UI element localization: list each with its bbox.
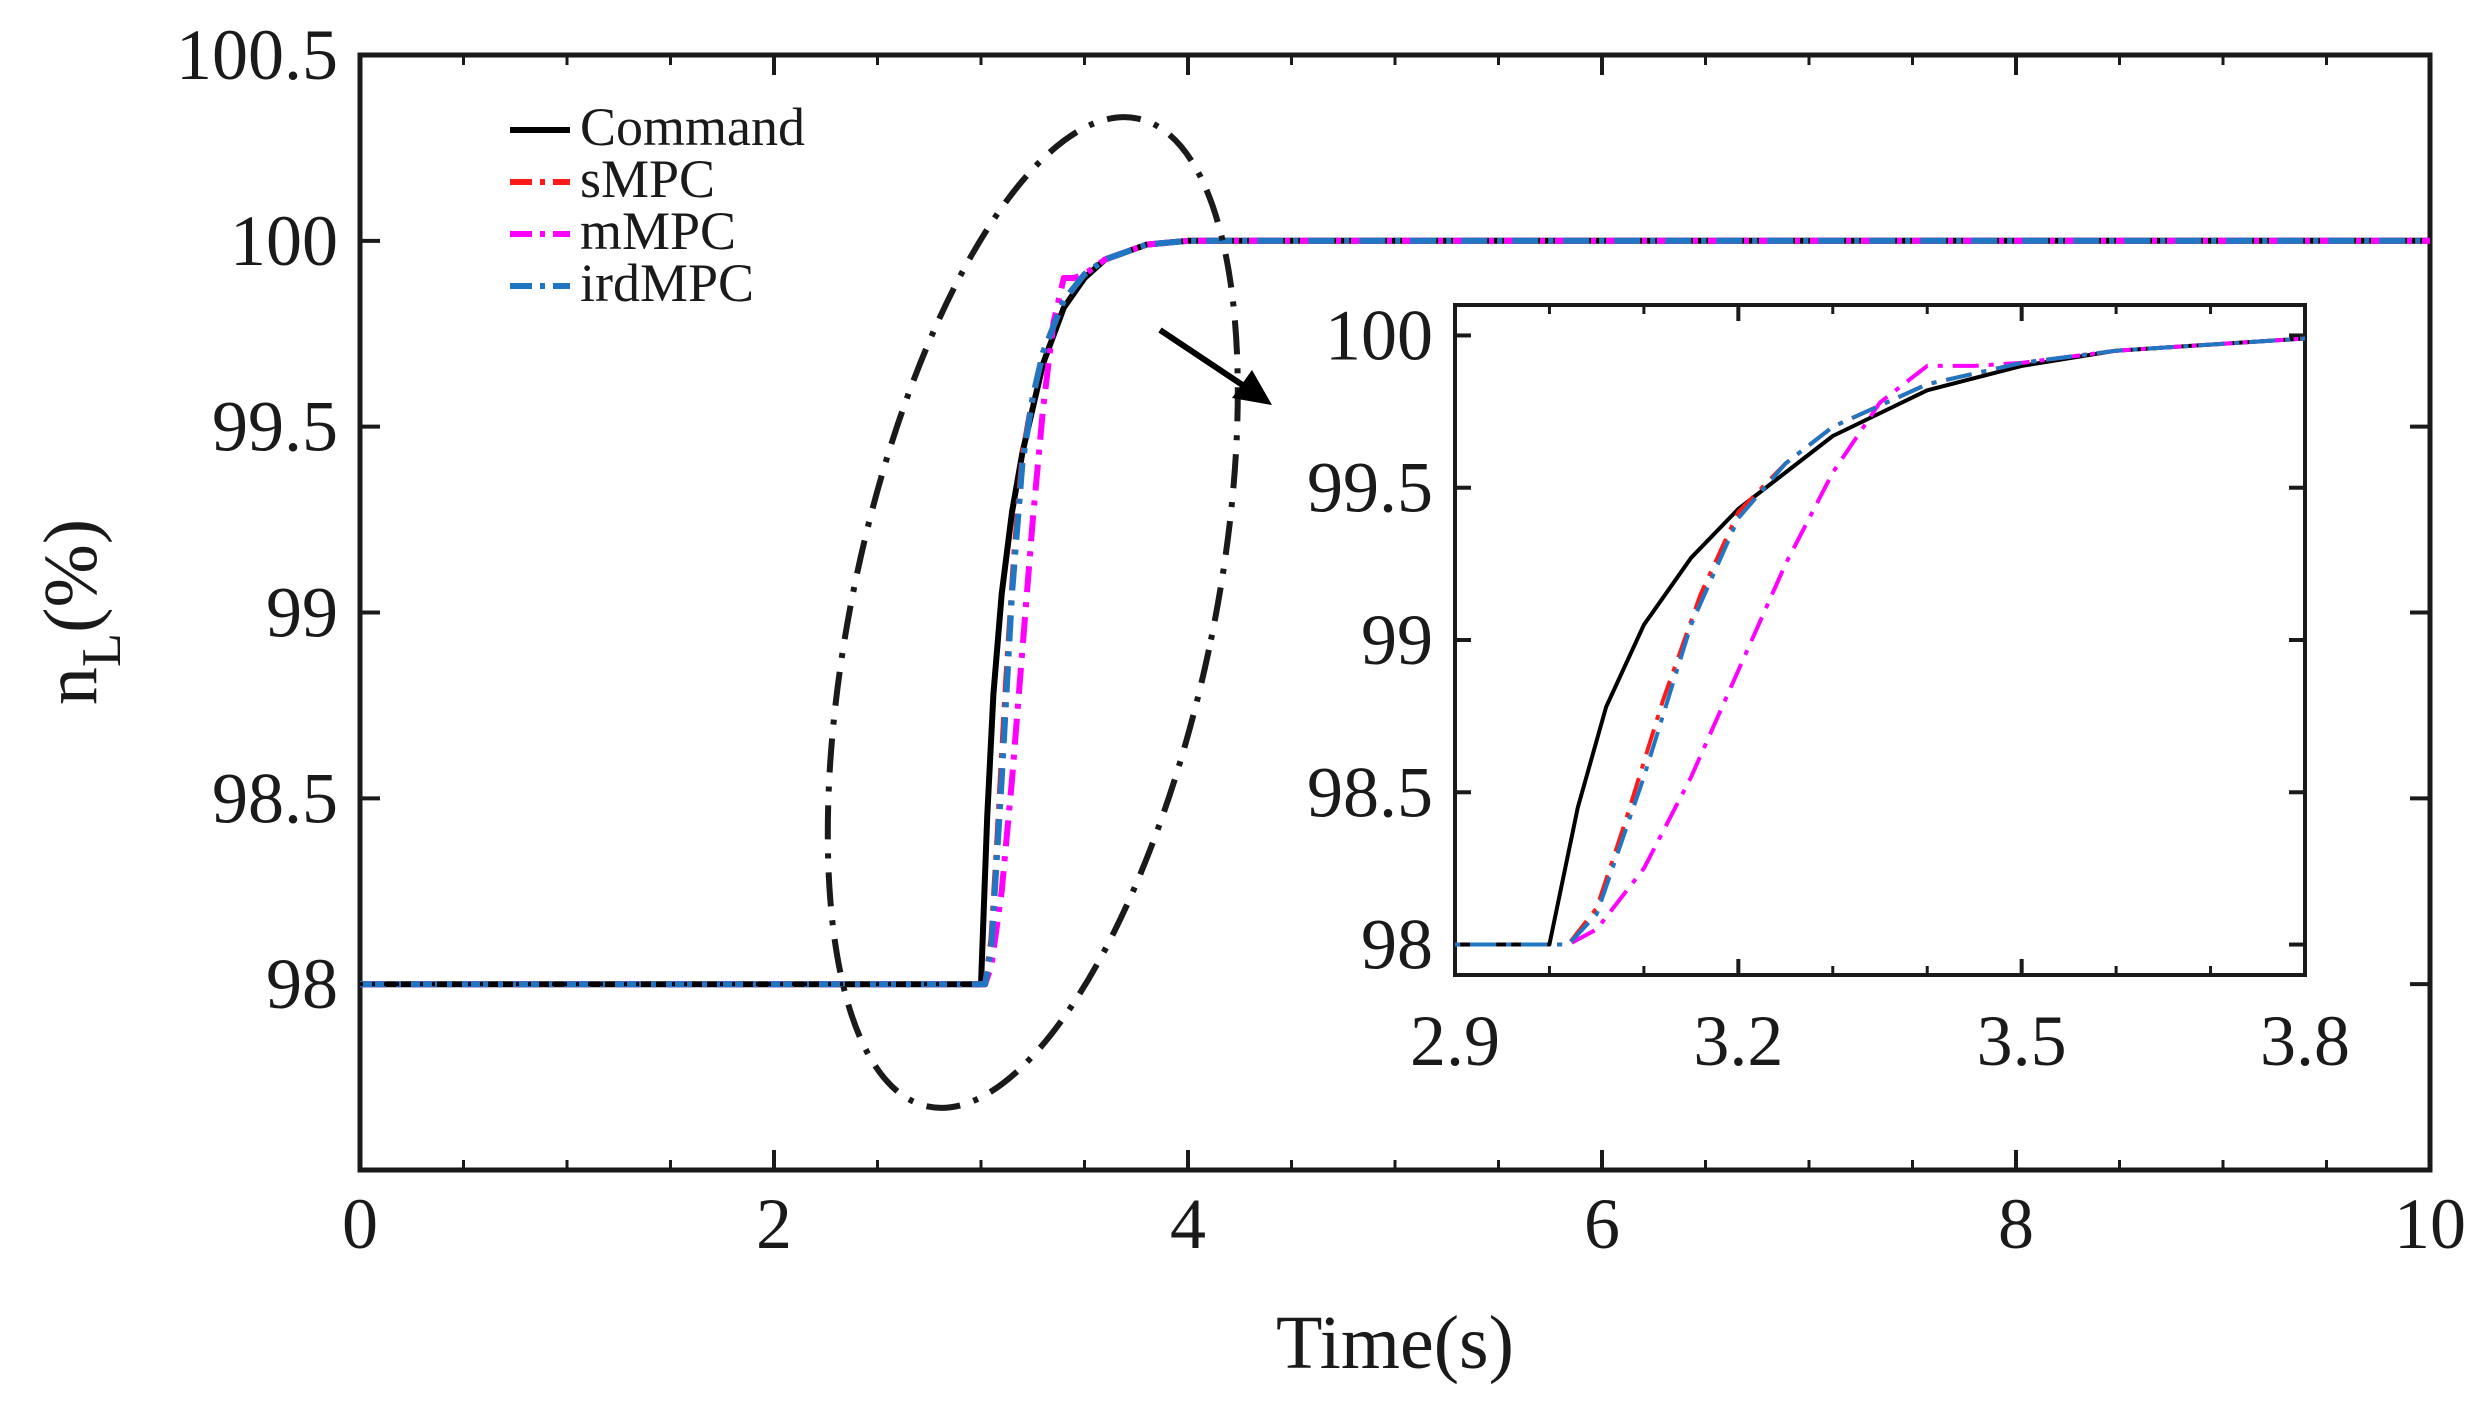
x-tick-label: 4 bbox=[1170, 1184, 1206, 1264]
series-line-Command bbox=[1455, 336, 2305, 947]
main-series bbox=[360, 237, 2430, 988]
x-tick-label: 6 bbox=[1584, 1184, 1620, 1264]
legend-label-mMPC: mMPC bbox=[580, 201, 736, 261]
inset-x-tick-label: 3.2 bbox=[1693, 1001, 1783, 1081]
inset-x-tick-label: 3.5 bbox=[1977, 1001, 2067, 1081]
y-axis-label: nL(%) bbox=[29, 519, 133, 705]
series-line-mMPC bbox=[1455, 336, 2305, 947]
inset-x-tick-label: 2.9 bbox=[1410, 1001, 1500, 1081]
series-line-irdMPC bbox=[1455, 336, 2305, 947]
inset-y-tick-label: 99.5 bbox=[1307, 448, 1433, 528]
y-tick-label: 100.5 bbox=[176, 15, 338, 95]
y-tick-label: 100 bbox=[230, 201, 338, 281]
y-tick-label: 98.5 bbox=[212, 758, 338, 838]
y-axis-label-main: n bbox=[29, 667, 113, 705]
x-axis-label: Time(s) bbox=[1276, 1301, 1514, 1385]
series-line-irdMPC bbox=[360, 237, 2430, 988]
series-line-mMPC bbox=[360, 237, 2430, 988]
y-tick-label: 98 bbox=[266, 944, 338, 1024]
x-tick-label: 2 bbox=[756, 1184, 792, 1264]
zoom-arrow bbox=[1158, 327, 1272, 405]
y-tick-label: 99 bbox=[266, 573, 338, 653]
y-tick-label: 99.5 bbox=[212, 387, 338, 467]
legend-label-sMPC: sMPC bbox=[580, 149, 715, 209]
zoom-ellipse bbox=[824, 114, 1241, 1111]
x-tick-label: 8 bbox=[1998, 1184, 2034, 1264]
main-tick-labels: 0 2 4 6 8 10 98 98.5 99 99.5 100 100.5 bbox=[176, 15, 2466, 1264]
y-axis-label-sub: L bbox=[71, 633, 133, 667]
svg-text:nL(%): nL(%) bbox=[29, 519, 133, 705]
inset-series bbox=[1455, 336, 2305, 947]
x-tick-label: 0 bbox=[342, 1184, 378, 1264]
y-axis-label-suffix: (%) bbox=[29, 519, 113, 633]
inset-y-tick-label: 99 bbox=[1361, 600, 1433, 680]
inset-y-tick-label: 100 bbox=[1325, 295, 1433, 375]
legend-label-Command: Command bbox=[580, 97, 805, 157]
x-tick-label: 10 bbox=[2394, 1184, 2466, 1264]
inset-y-tick-label: 98.5 bbox=[1307, 752, 1433, 832]
inset-x-tick-label: 3.8 bbox=[2260, 1001, 2350, 1081]
legend-label-irdMPC: irdMPC bbox=[580, 253, 754, 313]
inset-y-tick-label: 98 bbox=[1361, 905, 1433, 985]
inset-tick-labels: 2.9 3.2 3.5 3.8 98 98.5 99 99.5 100 bbox=[1307, 295, 2350, 1081]
